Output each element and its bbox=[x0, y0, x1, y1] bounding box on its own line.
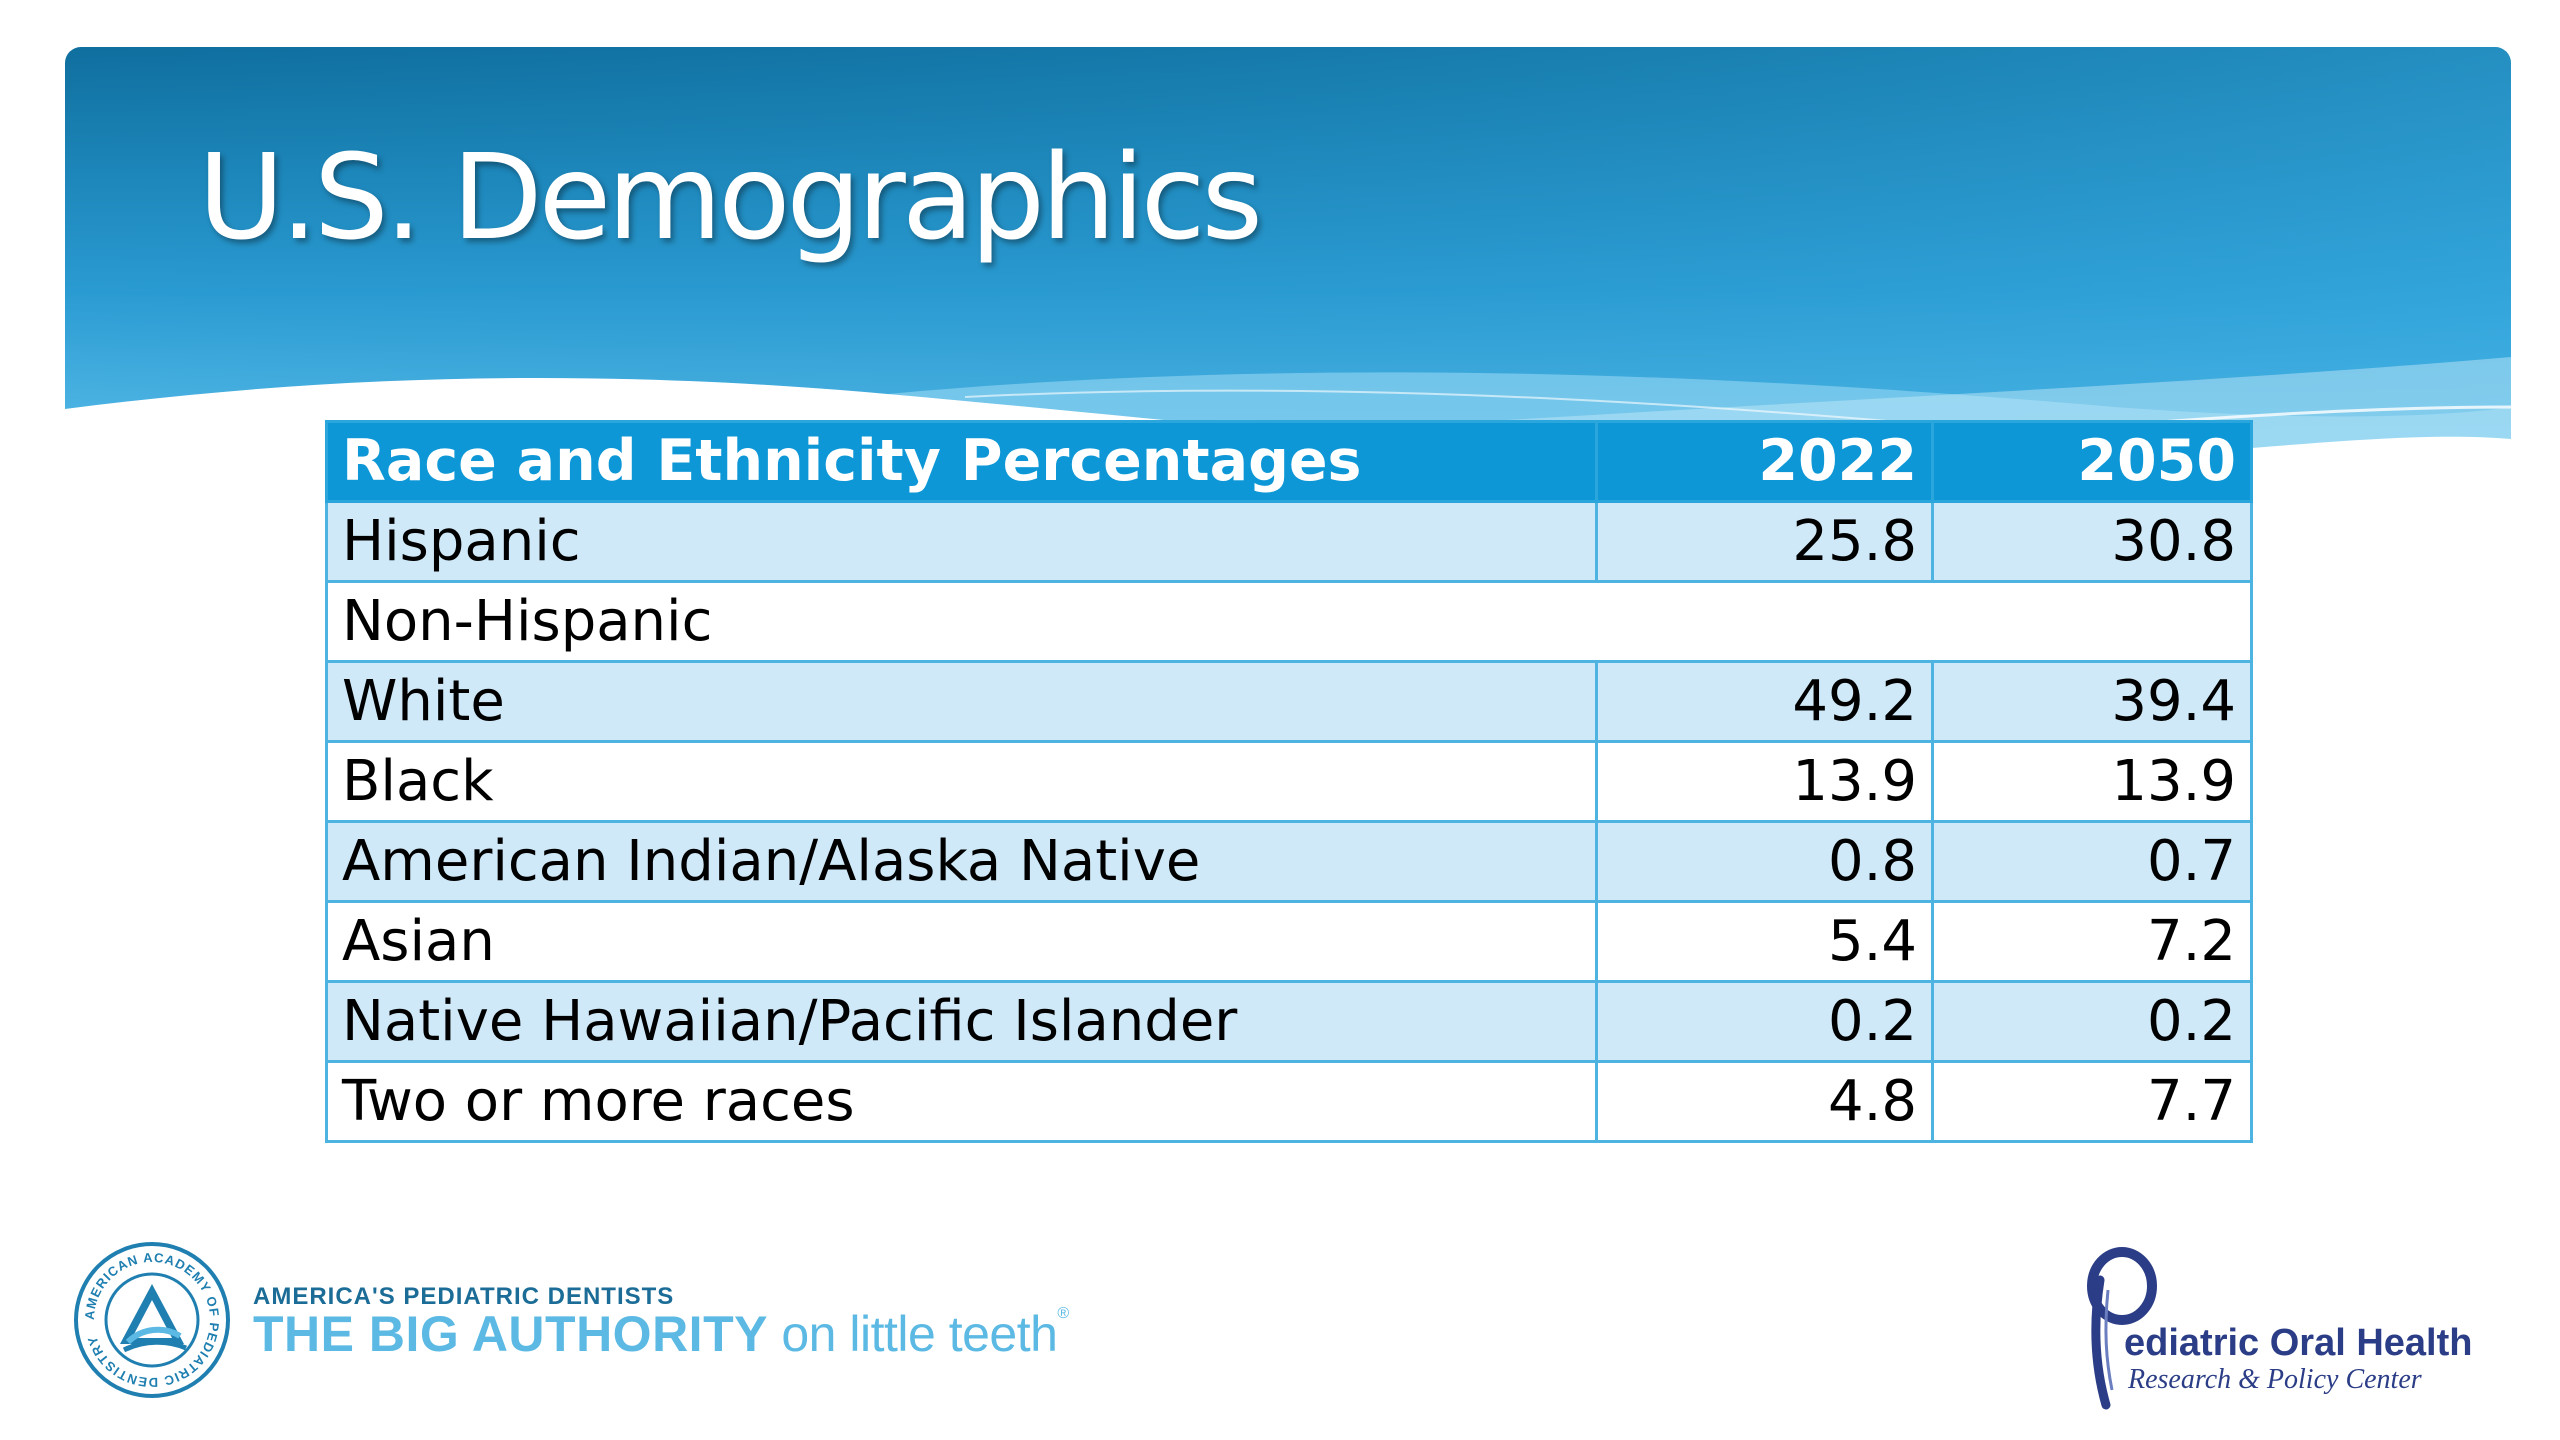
slide-title: U.S. Demographics bbox=[198, 128, 1263, 266]
pohrpc-name: ediatric Oral Health bbox=[2124, 1322, 2473, 1364]
row-label: Asian bbox=[325, 900, 1598, 983]
value-2022: 0.8 bbox=[1595, 820, 1934, 903]
aapd-tagline-strong: THE BIG AUTHORITY bbox=[253, 1306, 768, 1362]
header-race-ethnicity: Race and Ethnicity Percentages bbox=[325, 420, 1598, 503]
value-2050: 7.2 bbox=[1931, 900, 2253, 983]
header-2050: 2050 bbox=[1931, 420, 2253, 503]
table-row: Native Hawaiian/Pacific Islander 0.2 0.2 bbox=[325, 980, 2253, 1063]
value-2022: 25.8 bbox=[1595, 500, 1934, 583]
value-2050: 7.7 bbox=[1931, 1060, 2253, 1143]
title-banner bbox=[65, 47, 2511, 492]
value-2050: 39.4 bbox=[1931, 660, 2253, 743]
table-row: Black 13.9 13.9 bbox=[325, 740, 2253, 823]
table-row: White 49.2 39.4 bbox=[325, 660, 2253, 743]
demographics-table: Race and Ethnicity Percentages 2022 2050… bbox=[325, 420, 2253, 1143]
pohrpc-logo: ediatric Oral Health Research & Policy C… bbox=[2078, 1240, 2478, 1410]
value-2050: 0.2 bbox=[1931, 980, 2253, 1063]
row-label: Native Hawaiian/Pacific Islander bbox=[325, 980, 1598, 1063]
table-row: Asian 5.4 7.2 bbox=[325, 900, 2253, 983]
row-label: Black bbox=[325, 740, 1598, 823]
row-label: White bbox=[325, 660, 1598, 743]
header-2022: 2022 bbox=[1595, 420, 1934, 503]
value-2022: 4.8 bbox=[1595, 1060, 1934, 1143]
value-2022: 5.4 bbox=[1595, 900, 1934, 983]
pohrpc-subtitle: Research & Policy Center bbox=[2128, 1364, 2422, 1395]
row-label: Hispanic bbox=[325, 500, 1598, 583]
table-row: Non-Hispanic bbox=[325, 580, 2253, 663]
trademark-mark: ® bbox=[1057, 1305, 1069, 1322]
table-row: Hispanic 25.8 30.8 bbox=[325, 500, 2253, 583]
aapd-seal-logo: AMERICAN ACADEMY OF PEDIATRIC DENTISTRY bbox=[72, 1240, 232, 1400]
row-label: Two or more races bbox=[325, 1060, 1598, 1143]
value-2050: 13.9 bbox=[1931, 740, 2253, 823]
aapd-tagline-top: AMERICA'S PEDIATRIC DENTISTS bbox=[253, 1283, 675, 1310]
banner-wave-graphic bbox=[65, 47, 2511, 492]
table-row: Two or more races 4.8 7.7 bbox=[325, 1060, 2253, 1143]
value-2050: 0.7 bbox=[1931, 820, 2253, 903]
row-label: Non-Hispanic bbox=[325, 580, 2253, 663]
pohrpc-p-logo-icon bbox=[2087, 1247, 2157, 1410]
table-row: American Indian/Alaska Native 0.8 0.7 bbox=[325, 820, 2253, 903]
value-2050: 30.8 bbox=[1931, 500, 2253, 583]
value-2022: 13.9 bbox=[1595, 740, 1934, 823]
row-label: American Indian/Alaska Native bbox=[325, 820, 1598, 903]
value-2022: 0.2 bbox=[1595, 980, 1934, 1063]
table-header-row: Race and Ethnicity Percentages 2022 2050 bbox=[325, 420, 2253, 503]
value-2022: 49.2 bbox=[1595, 660, 1934, 743]
aapd-tagline-rest: on little teeth bbox=[767, 1306, 1058, 1362]
aapd-tagline: THE BIG AUTHORITY on little teeth® bbox=[253, 1305, 1069, 1363]
